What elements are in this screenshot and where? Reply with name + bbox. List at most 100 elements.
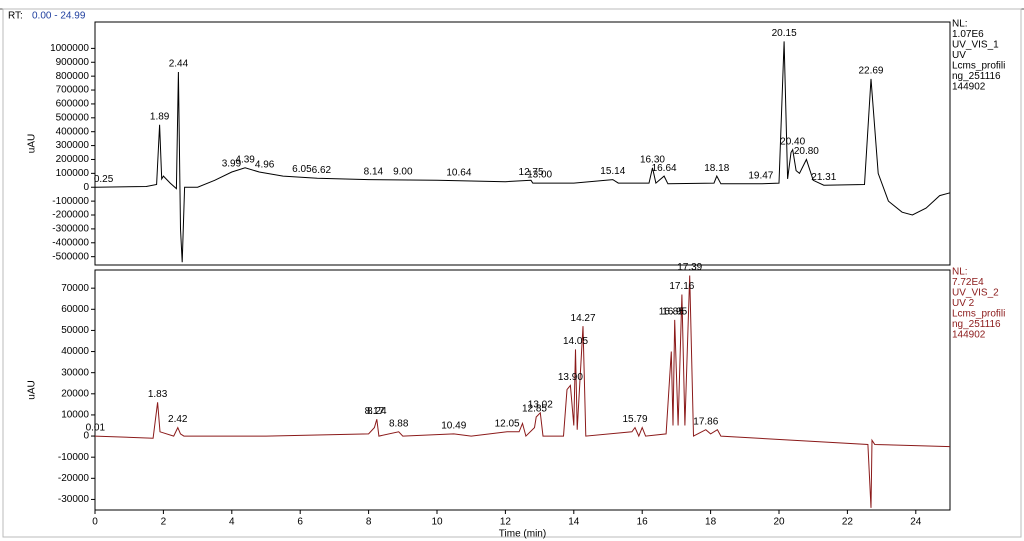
y-tick-label: -400000 <box>52 237 89 248</box>
trace-info: 144902 <box>952 330 986 341</box>
peak-label: 3.99 <box>222 159 242 170</box>
y-tick-label: 300000 <box>56 140 90 151</box>
peak-label: 6.05 <box>292 164 312 175</box>
trace-info: UV <box>952 50 966 61</box>
peak-label: 16.64 <box>652 163 677 174</box>
peak-label: 18.18 <box>704 163 729 174</box>
x-tick-label: 18 <box>705 517 717 528</box>
y-tick-label: 50000 <box>61 325 89 336</box>
y-tick-label: -100000 <box>52 196 89 207</box>
trace-info: 1.07E6 <box>952 29 984 40</box>
peak-label: 22.69 <box>858 66 883 77</box>
x-tick-label: 12 <box>500 517 512 528</box>
frame <box>2 8 1022 538</box>
peak-label: 12.05 <box>495 418 520 429</box>
peak-label: 2.42 <box>168 414 188 425</box>
x-tick-label: 22 <box>842 517 854 528</box>
peak-label: 16.85 <box>659 306 684 317</box>
x-tick-label: 6 <box>297 517 303 528</box>
plot-frame <box>94 269 951 511</box>
peak-label: 14.05 <box>563 336 588 347</box>
y-axis-title: uAU <box>27 134 38 153</box>
peak-label: 12.85 <box>522 404 547 415</box>
peak-label: 2.44 <box>169 59 189 70</box>
peak-label: 1.89 <box>150 111 170 122</box>
peak-label: 13.90 <box>558 372 583 383</box>
x-tick-label: 10 <box>431 517 443 528</box>
x-tick-label: 0 <box>92 517 98 528</box>
peak-label: 8.24 <box>367 406 387 417</box>
peak-label: 17.86 <box>693 416 718 427</box>
peak-label: 16.95 <box>662 306 687 317</box>
rt-range: 0.00 - 24.99 <box>32 11 86 22</box>
y-tick-label: -200000 <box>52 210 89 221</box>
trace-info: UV_VIS_1 <box>952 40 999 51</box>
rt-prefix: RT: <box>8 11 23 22</box>
y-tick-label: 20000 <box>61 388 89 399</box>
x-tick-label: 4 <box>229 517 235 528</box>
y-tick-label: 200000 <box>56 154 90 165</box>
peak-label: 20.40 <box>780 136 805 147</box>
trace-info: NL: <box>952 19 968 30</box>
y-tick-label: 500000 <box>56 112 90 123</box>
y-tick-label: 60000 <box>61 304 89 315</box>
y-tick-label: -10000 <box>58 452 90 463</box>
peak-label: 13.00 <box>527 170 552 181</box>
y-tick-label: 70000 <box>61 283 89 294</box>
y-tick-label: -500000 <box>52 251 89 262</box>
y-tick-label: 0 <box>83 431 89 442</box>
y-tick-label: 600000 <box>56 99 90 110</box>
peak-label: 17.39 <box>677 262 702 273</box>
peak-label: 8.88 <box>389 418 409 429</box>
peak-label: 15.79 <box>623 414 648 425</box>
y-tick-label: 400000 <box>56 126 90 137</box>
trace-info: Lcms_profili <box>952 61 1005 72</box>
y-tick-label: 800000 <box>56 71 90 82</box>
peak-label: 4.39 <box>235 154 255 165</box>
trace-info: Lcms_profili <box>952 309 1005 320</box>
x-tick-label: 24 <box>910 517 922 528</box>
peak-label: 20.15 <box>772 28 797 39</box>
trace <box>94 275 951 508</box>
peak-label: 0.01 <box>86 423 106 434</box>
y-tick-label: -30000 <box>58 494 90 505</box>
peak-label: 21.31 <box>811 172 836 183</box>
peak-label: 10.49 <box>441 421 466 432</box>
peak-label: 8.14 <box>364 166 384 177</box>
peak-label: 0.25 <box>94 174 114 185</box>
y-tick-label: 100000 <box>56 168 90 179</box>
y-tick-label: 40000 <box>61 346 89 357</box>
peak-label: 8.17 <box>365 406 385 417</box>
y-tick-label: 700000 <box>56 85 90 96</box>
peak-label: 1.83 <box>148 389 168 400</box>
peak-label: 4.96 <box>255 160 275 171</box>
x-tick-label: 20 <box>773 517 785 528</box>
plot-frame <box>94 21 951 266</box>
x-tick-label: 14 <box>568 517 580 528</box>
x-axis-title: Time (min) <box>499 529 546 540</box>
peak-label: 13.02 <box>528 399 553 410</box>
x-tick-label: 8 <box>366 517 372 528</box>
x-tick-label: 2 <box>161 517 167 528</box>
y-axis-title: uAU <box>27 380 38 399</box>
trace-info: 144902 <box>952 82 986 93</box>
y-tick-label: 30000 <box>61 367 89 378</box>
peak-label: 6.62 <box>312 165 332 176</box>
trace-info: UV 2 <box>952 298 975 309</box>
trace-info: 7.72E4 <box>952 277 984 288</box>
peak-label: 17.16 <box>669 281 694 292</box>
y-tick-label: -300000 <box>52 224 89 235</box>
peak-label: 16.30 <box>640 154 665 165</box>
trace-info: UV_VIS_2 <box>952 288 999 299</box>
trace <box>94 41 951 263</box>
trace-info: ng_251116 <box>952 71 1001 82</box>
x-tick-label: 16 <box>637 517 649 528</box>
peak-label: 15.14 <box>600 166 625 177</box>
peak-label: 20.80 <box>794 146 819 157</box>
y-tick-label: -20000 <box>58 473 90 484</box>
peak-label: 14.27 <box>571 313 596 324</box>
peak-label: 12.75 <box>519 167 544 178</box>
peak-label: 10.64 <box>446 167 471 178</box>
peak-label: 19.47 <box>748 170 773 181</box>
